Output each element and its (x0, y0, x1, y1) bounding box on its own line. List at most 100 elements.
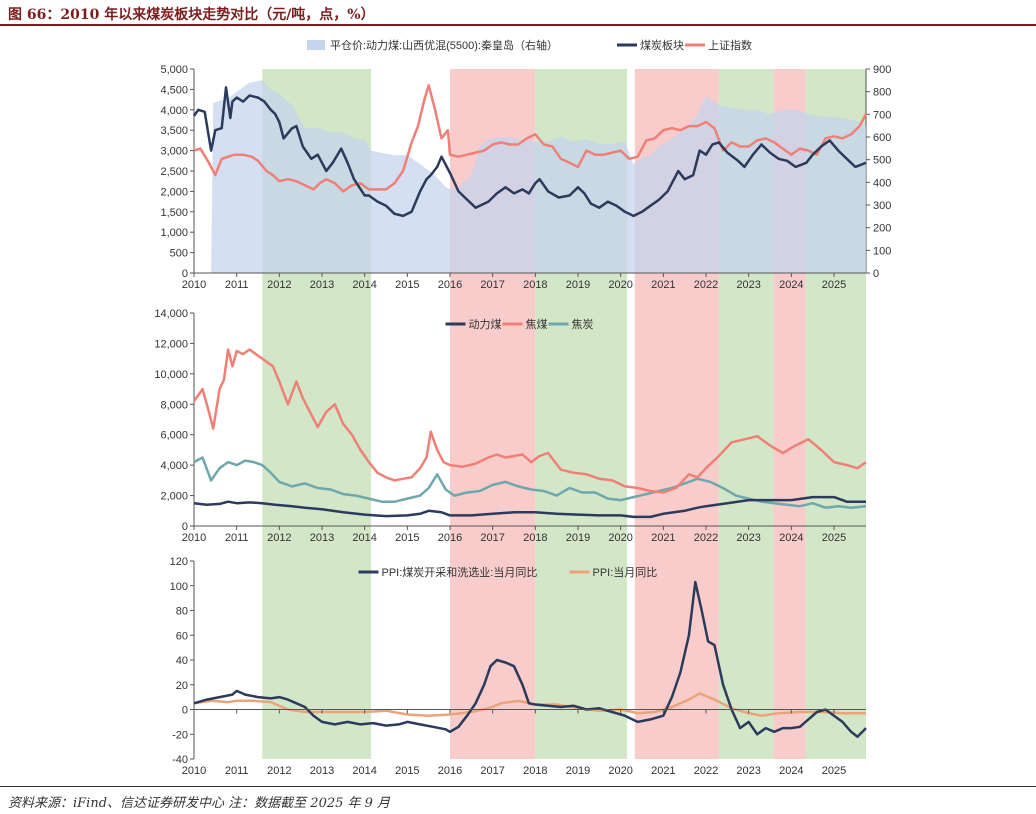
y-tick-label: 2,000 (160, 186, 188, 198)
x-tick-label: 2023 (736, 765, 760, 777)
panel-coal-prices: 0 2,000 4,000 6,000 8,000 10,000 12,000 14,000 2… (154, 308, 867, 544)
x-tick-label: 2012 (267, 532, 291, 544)
series-line-shanghai-index (193, 84, 868, 193)
x-tick-label: 2010 (182, 532, 206, 544)
x-tick-label: 2011 (225, 532, 249, 544)
y-tick-label: 4,500 (160, 84, 188, 96)
series-line-coal-sector (192, 86, 867, 218)
x-tick-label: 2015 (395, 765, 419, 777)
x-tick-label: 2010 (182, 765, 206, 777)
x-tick-label: 2021 (651, 532, 675, 544)
x-tick-label: 2012 (267, 279, 291, 291)
legend-swatch (307, 40, 325, 50)
x-tick-label: 2024 (779, 765, 803, 777)
x-tick-label: 2016 (438, 532, 462, 544)
x-tick-label: 2011 (225, 765, 249, 777)
y-tick-label: 400 (873, 177, 891, 189)
legend-label: 焦煤 (526, 318, 548, 331)
figure-title: 图 66：2010 年以来煤炭板块走势对比（元/吨，点，%） (8, 7, 375, 23)
y-tick-label: 80 (176, 606, 188, 618)
x-tick-label: 2014 (352, 279, 376, 291)
x-tick-label: 2018 (523, 765, 547, 777)
y-tick-label: 500 (873, 155, 891, 167)
x-tick-label: 2025 (822, 765, 846, 777)
x-tick-label: 2022 (694, 532, 718, 544)
y-tick-label: 3,500 (160, 125, 188, 137)
legend-label: 平仓价:动力煤:山西优混(5500):秦皇岛（右轴） (330, 38, 558, 52)
x-tick-label: 2013 (310, 532, 334, 544)
legend-label: PPI:煤炭开采和洗选业:当月同比 (382, 565, 538, 579)
y-tick-label: 60 (176, 630, 188, 642)
y-tick-label: 0 (873, 268, 879, 280)
x-tick-label: 2025 (822, 279, 846, 291)
x-tick-label: 2019 (566, 765, 590, 777)
y-tick-label: 2,000 (160, 491, 188, 503)
x-tick-label: 2023 (736, 279, 760, 291)
panel-coal-sector: 0 500 1,000 1,500 2,000 2,500 3,000 3,500 4,000 4… (160, 38, 891, 291)
series-line-coke (193, 456, 867, 509)
x-tick-label: 2013 (310, 765, 334, 777)
bottom-rule (0, 786, 1036, 787)
y-tick-label: 12,000 (154, 338, 188, 350)
x-tick-label: 2010 (182, 279, 206, 291)
y-tick-label: 600 (873, 132, 891, 144)
y-tick-label: 14,000 (154, 308, 188, 320)
y-tick-label: 0 (182, 705, 188, 717)
y-tick-label: 3,000 (160, 146, 188, 158)
y-tick-label: 1,000 (160, 227, 188, 239)
y-tick-label: 100 (873, 245, 891, 257)
y-tick-label: 20 (176, 680, 188, 692)
legend-label: PPI:当月同比 (593, 565, 658, 579)
x-tick-label: 2016 (438, 279, 462, 291)
x-tick-label: 2023 (736, 532, 760, 544)
y-tick-label: 0 (182, 521, 188, 533)
source-note: 资料来源：iFind、信达证券研发中心 注：数据截至 2025 年 9 月 (8, 796, 391, 811)
title-rule (0, 24, 1036, 26)
x-tick-label: 2019 (566, 279, 590, 291)
x-tick-label: 2021 (651, 279, 675, 291)
series-line-coking-coal (192, 348, 867, 494)
y-tick-label: 4,000 (160, 105, 188, 117)
y-tick-label: 900 (873, 64, 891, 76)
series-area-thermal-coal-price (211, 80, 867, 273)
legend-label: 煤炭板块 (640, 38, 684, 52)
y-tick-label: 6,000 (160, 430, 188, 442)
y-tick-label: 700 (873, 109, 891, 121)
series-line-ppi-coal (193, 580, 867, 738)
panel-ppi: -40 -20 0 20 40 60 80 100 120 2010 2011 2012 2013 201… (170, 556, 867, 777)
x-tick-label: 2017 (480, 279, 504, 291)
x-tick-label: 2022 (694, 765, 718, 777)
y-tick-label: 500 (170, 248, 188, 260)
x-tick-label: 2017 (480, 765, 504, 777)
x-tick-label: 2019 (566, 532, 590, 544)
y-tick-label: 800 (873, 87, 891, 99)
y-tick-label: 4,000 (160, 460, 188, 472)
y-tick-label: 300 (873, 200, 891, 212)
y-tick-label: 5,000 (160, 64, 188, 76)
y-tick-label: 10,000 (154, 369, 188, 381)
x-tick-label: 2020 (608, 532, 632, 544)
x-tick-label: 2025 (822, 532, 846, 544)
x-tick-label: 2017 (480, 532, 504, 544)
x-tick-label: 2024 (779, 279, 803, 291)
legend-label: 焦炭 (572, 318, 594, 331)
x-tick-label: 2011 (225, 279, 249, 291)
x-tick-label: 2014 (352, 765, 376, 777)
y-tick-label: 1,500 (160, 207, 188, 219)
x-tick-label: 2014 (352, 532, 376, 544)
x-tick-label: 2021 (651, 765, 675, 777)
x-tick-label: 2015 (395, 532, 419, 544)
y-tick-label: 200 (873, 223, 891, 235)
x-tick-label: 2018 (523, 279, 547, 291)
x-tick-label: 2024 (779, 532, 803, 544)
y-tick-label: -20 (172, 729, 188, 741)
x-tick-label: 2012 (267, 765, 291, 777)
y-tick-label: 100 (170, 581, 188, 593)
x-tick-label: 2013 (310, 279, 334, 291)
chart-figure: 0 500 1,000 1,500 2,000 2,500 3,000 3,500 4,000 4… (154, 38, 891, 777)
y-tick-label: 2,500 (160, 166, 188, 178)
x-tick-label: 2015 (395, 279, 419, 291)
series-line-thermal-coal (193, 495, 866, 519)
y-tick-label: 120 (170, 556, 188, 568)
x-tick-label: 2022 (694, 279, 718, 291)
